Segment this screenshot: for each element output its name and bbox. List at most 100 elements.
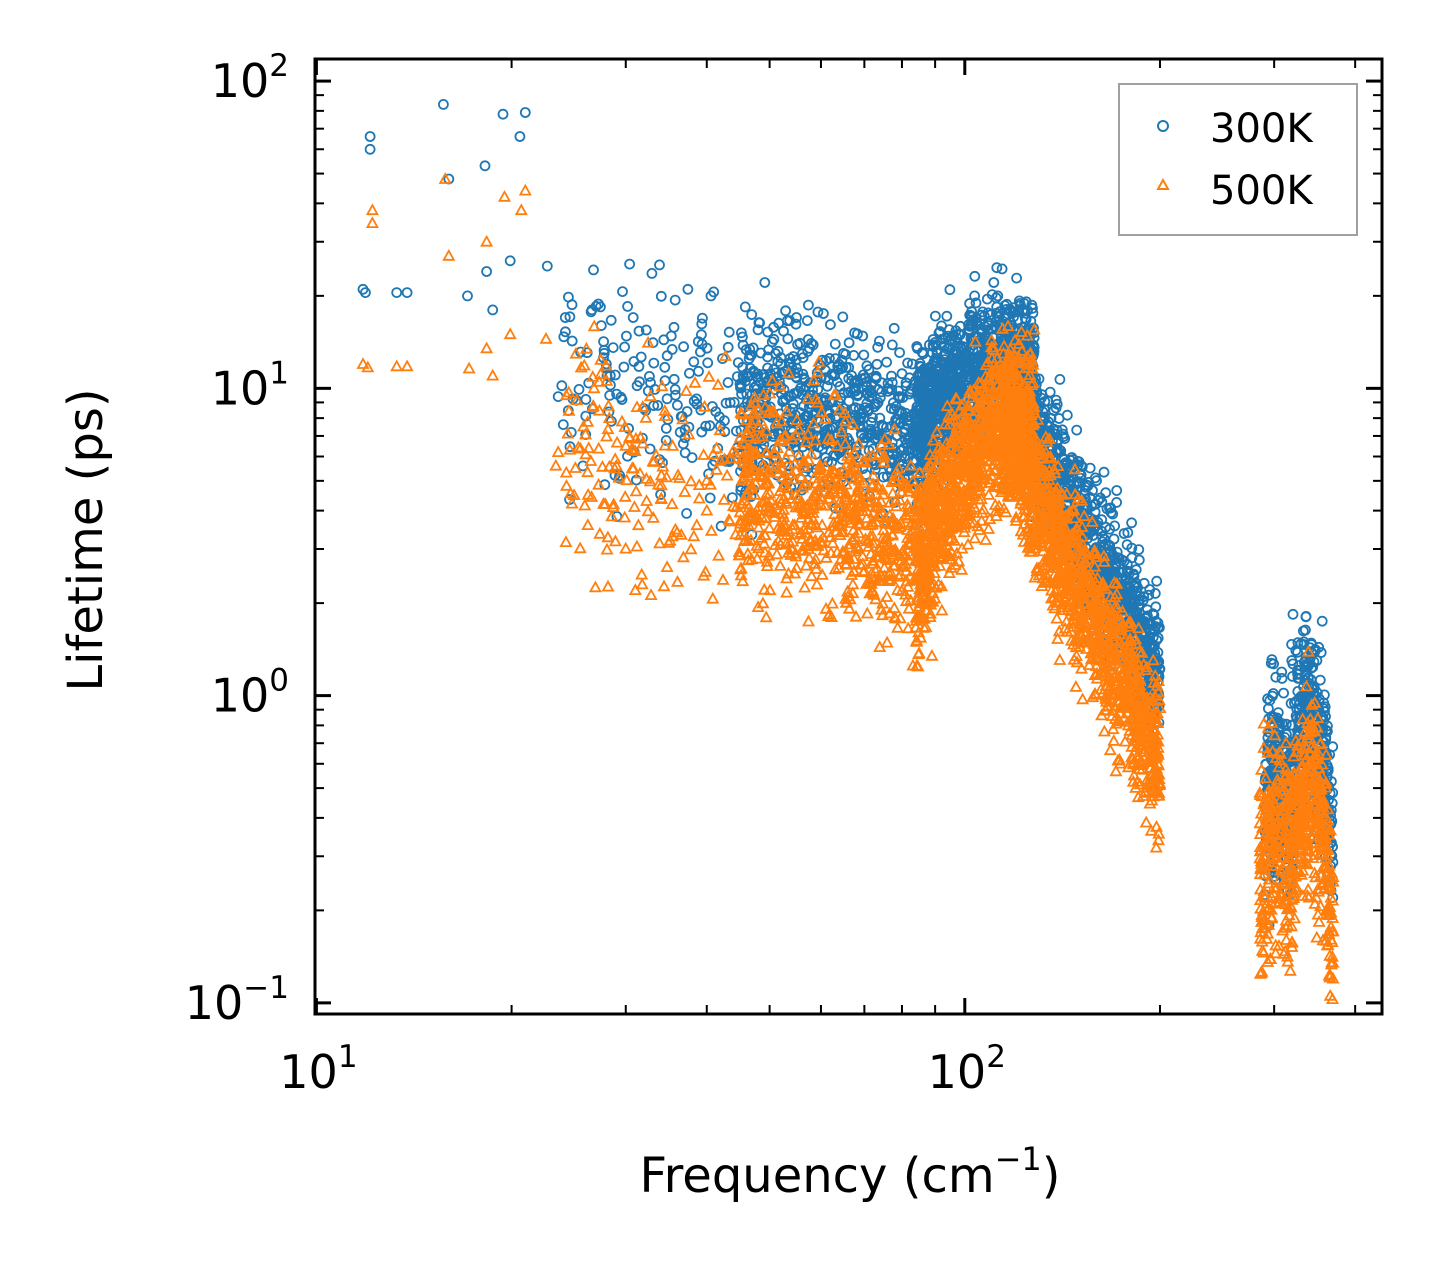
point-300k	[899, 451, 910, 462]
point-300k	[559, 312, 571, 323]
point-300k	[797, 348, 808, 360]
point-300k	[722, 377, 734, 388]
point-300k	[678, 341, 689, 353]
point-300k	[762, 362, 773, 374]
point-300k	[588, 264, 599, 276]
point-300k	[766, 336, 778, 348]
point-300k	[902, 357, 913, 369]
point-300k	[912, 384, 924, 396]
point-300k	[986, 323, 998, 334]
point-300k	[708, 286, 720, 298]
point-300k	[793, 385, 804, 397]
point-300k	[933, 327, 945, 339]
point-300k	[563, 291, 574, 303]
point-300k	[938, 340, 950, 352]
point-300k	[660, 434, 672, 446]
point-300k	[1013, 295, 1025, 307]
point-300k	[892, 391, 904, 403]
point-300k	[883, 462, 895, 474]
scatter-layer	[356, 99, 1340, 1004]
point-300k	[1019, 312, 1031, 324]
point-300k	[1004, 303, 1016, 315]
point-300k	[818, 308, 829, 319]
point-300k	[954, 329, 966, 341]
point-300k	[619, 341, 630, 353]
point-300k	[735, 405, 746, 417]
point-300k	[624, 258, 635, 270]
point-300k	[912, 413, 924, 425]
point-300k	[633, 325, 645, 337]
point-300k	[682, 283, 694, 295]
point-300k	[736, 388, 747, 400]
point-300k	[811, 407, 822, 419]
point-300k	[609, 369, 621, 381]
point-300k	[863, 364, 875, 376]
point-300k	[996, 263, 1008, 275]
point-300k	[845, 386, 856, 397]
point-300k	[557, 419, 569, 431]
point-300k	[792, 338, 803, 350]
point-300k	[481, 266, 493, 277]
point-300k	[704, 420, 716, 432]
point-300k	[359, 287, 371, 299]
point-300k	[914, 382, 926, 394]
point-300k	[621, 330, 632, 342]
point-300k	[829, 338, 841, 350]
point-300k	[911, 341, 923, 352]
point-300k	[681, 508, 692, 519]
point-300k	[767, 431, 779, 442]
point-300k	[954, 375, 966, 387]
point-300k	[364, 143, 376, 155]
point-300k	[688, 356, 700, 368]
point-300k	[759, 372, 771, 384]
point-300k	[797, 368, 809, 380]
point-300k	[916, 346, 928, 358]
point-300k	[872, 429, 884, 441]
point-300k	[759, 277, 771, 288]
point-300k	[627, 312, 639, 323]
point-300k	[752, 324, 764, 336]
point-300k	[541, 260, 553, 272]
point-300k	[876, 419, 888, 431]
point-300k	[739, 301, 751, 313]
point-300k	[963, 357, 975, 369]
point-300k	[969, 290, 980, 302]
point-300k	[882, 385, 894, 397]
point-300k	[391, 287, 403, 299]
point-300k	[872, 341, 884, 353]
point-300k	[684, 367, 695, 379]
point-300k	[928, 357, 940, 368]
point-300k	[893, 405, 905, 417]
point-300k	[654, 259, 665, 271]
point-300k	[896, 444, 908, 456]
point-300k	[869, 401, 880, 413]
point-300k	[801, 315, 813, 327]
point-300k	[870, 371, 882, 383]
point-300k	[799, 374, 810, 385]
point-300k	[659, 361, 671, 373]
point-300k	[558, 331, 570, 343]
point-300k	[745, 362, 756, 374]
point-300k	[804, 377, 816, 389]
point-300k	[655, 290, 667, 302]
point-300k	[874, 335, 885, 347]
point-300k	[564, 311, 576, 323]
point-300k	[843, 373, 855, 384]
point-300k	[775, 358, 786, 370]
point-300k	[991, 262, 1003, 274]
point-300k	[817, 402, 829, 414]
point-300k	[722, 341, 734, 353]
point-300k	[573, 383, 585, 395]
point-300k	[1001, 303, 1012, 315]
point-300k	[746, 309, 758, 321]
point-300k	[865, 387, 877, 399]
point-300k	[704, 492, 716, 504]
point-300k	[644, 370, 655, 382]
point-300k	[618, 361, 630, 373]
point-300k	[696, 426, 708, 438]
point-300k	[364, 131, 376, 142]
point-300k	[635, 351, 647, 363]
point-300k	[918, 365, 930, 377]
point-300k	[696, 318, 708, 330]
point-300k	[821, 380, 833, 392]
